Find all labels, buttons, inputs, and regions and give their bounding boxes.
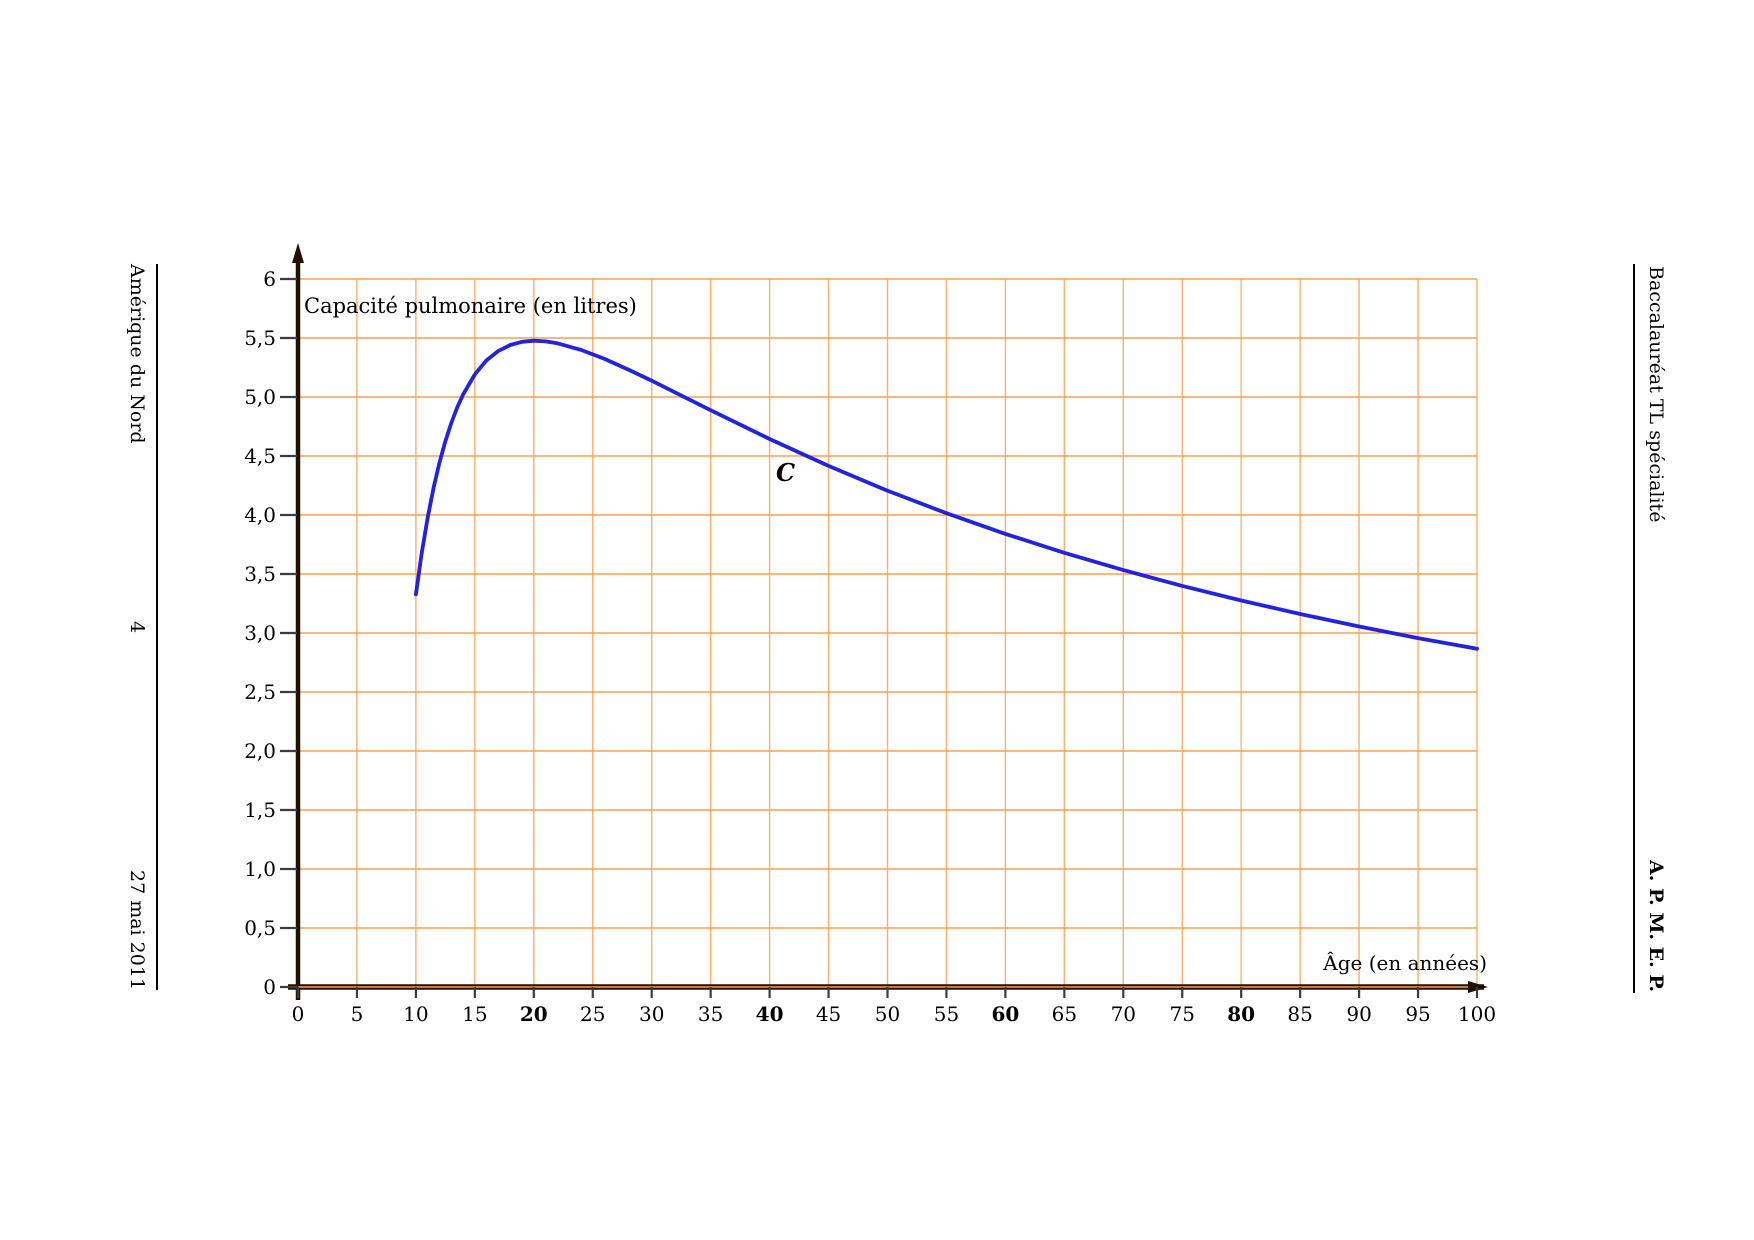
x-tick-label: 95 [1405,1002,1430,1026]
left-margin-footer: 27 mai 2011 [126,869,148,990]
left-margin-header: Amérique du Nord [126,264,148,444]
y-tick-label: 3,5 [244,562,276,586]
y-tick-label: 5,5 [244,326,276,350]
y-axis-arrow [292,243,304,263]
right-margin-footer: A. P. M. E. P. [1645,859,1667,992]
curve-label: C [776,458,796,487]
y-tick-label: 5,0 [244,385,276,409]
x-tick-label: 35 [698,1002,723,1026]
left-margin-column: Amérique du Nord 4 27 mai 2011 [121,264,153,990]
chart-title: Capacité pulmonaire (en litres) [304,294,637,318]
x-tick-label: 65 [1052,1002,1077,1026]
x-tick-label: 25 [580,1002,605,1026]
y-tick-label: 0 [263,975,276,999]
x-tick-label: 45 [816,1002,841,1026]
y-tick-label: 2,0 [244,739,276,763]
y-tick-label: 2,5 [244,680,276,704]
x-tick-label: 10 [403,1002,428,1026]
x-tick-label: 60 [991,1002,1019,1026]
x-axis-label: Âge (en années) [1323,951,1487,975]
x-tick-label: 70 [1111,1002,1136,1026]
y-tick-label: 4,0 [244,503,276,527]
right-margin-column: Baccalauréat TL spécialité A. P. M. E. P… [1640,266,1672,992]
y-tick-label: 4,5 [244,444,276,468]
x-tick-label: 75 [1170,1002,1195,1026]
page-number: 4 [126,620,148,634]
right-margin-rule [1633,264,1635,993]
x-tick-label: 20 [520,1002,548,1026]
y-tick-label: 6 [263,267,276,291]
x-tick-label: 80 [1227,1002,1255,1026]
x-tick-label: 50 [875,1002,900,1026]
curve-capacite-pulmonaire [414,338,1479,651]
x-tick-label: 85 [1287,1002,1312,1026]
x-tick-label: 0 [292,1002,305,1026]
left-margin-rule [156,264,158,990]
right-margin-header: Baccalauréat TL spécialité [1645,266,1667,523]
y-tick-label: 3,0 [244,621,276,645]
y-tick-label: 0,5 [244,916,276,940]
y-tick-label: 1,0 [244,857,276,881]
x-tick-label: 40 [756,1002,784,1026]
y-tick-label: 1,5 [244,798,276,822]
x-tick-label: 55 [934,1002,959,1026]
x-tick-label: 100 [1458,1002,1496,1026]
x-tick-label: 90 [1346,1002,1371,1026]
x-tick-label: 5 [351,1002,364,1026]
x-tick-label: 30 [639,1002,664,1026]
x-tick-label: 15 [462,1002,487,1026]
